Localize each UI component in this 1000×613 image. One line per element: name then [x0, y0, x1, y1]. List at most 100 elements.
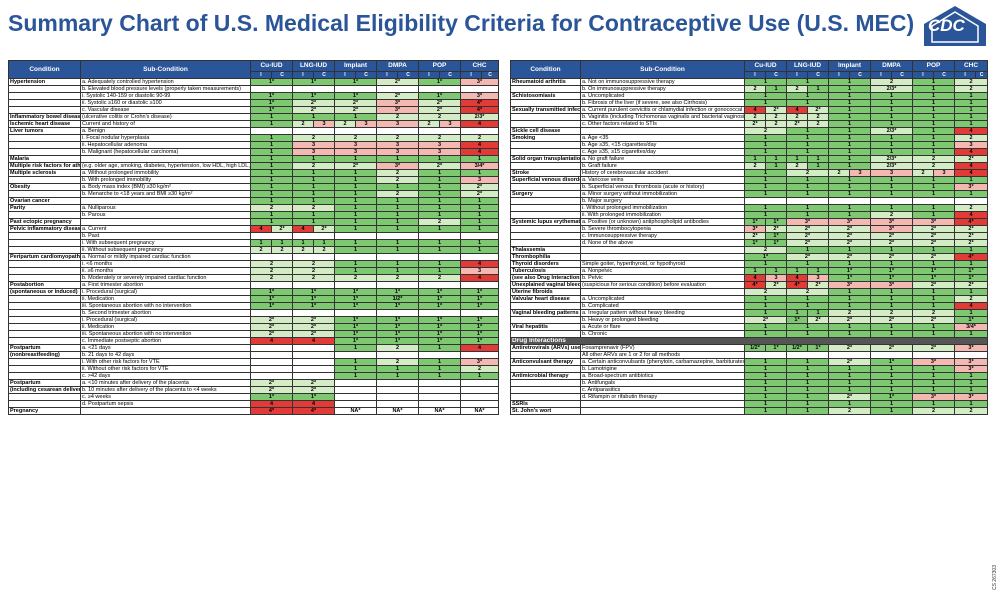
- value-cell: 1: [786, 260, 829, 268]
- subcondition-cell: [80, 407, 251, 415]
- value-cell: 3/4*: [954, 323, 989, 331]
- value-cell: 3: [849, 169, 871, 177]
- condition-cell: [8, 85, 81, 93]
- value-cell: [460, 309, 500, 317]
- value-cell: 1: [786, 323, 829, 331]
- table-row: Sexually transmitted infections (STIs)a.…: [510, 106, 989, 114]
- value-cell: 1*: [376, 323, 419, 331]
- subcondition-cell: b. Chronic: [580, 330, 745, 338]
- value-cell: 1: [744, 379, 787, 387]
- table-row: Past ectopic pregnancy 1 1 1 1 2 1: [8, 218, 500, 226]
- value-cell: 2: [417, 134, 462, 142]
- value-cell: 4*: [954, 253, 989, 261]
- table-row: i. With other risk factors for VTE 1 2 1 3*: [8, 358, 500, 366]
- header-method: POP: [417, 60, 462, 72]
- value-cell: 1: [744, 141, 787, 149]
- value-cell: 1: [334, 197, 377, 205]
- table-row: ii. Medication 1* 1* 1* 1/2* 1* 1*: [8, 295, 500, 303]
- value-cell: 1*: [460, 288, 500, 296]
- value-cell: 1*: [870, 393, 913, 401]
- table-row: Obesity a. Body mass index (BMI) ≥30 kg/m…: [8, 183, 500, 191]
- table-row: b. Fibrosis of the liver (if severe, see…: [510, 99, 989, 107]
- subcondition-cell: a. Age <35: [580, 134, 745, 142]
- table-row: b. Vaginitis (including Trichomonas vagi…: [510, 113, 989, 121]
- condition-cell: [8, 365, 81, 373]
- value-cell: 2: [334, 134, 377, 142]
- value-cell: 1: [870, 400, 913, 408]
- table-row: Postpartum a. <10 minutes after delivery …: [8, 379, 500, 387]
- value-cell: [292, 309, 335, 317]
- condition-cell: Inflammatory bowel disease: [8, 113, 81, 121]
- value-cell: 2: [376, 344, 419, 352]
- value-cell: 3: [460, 176, 500, 184]
- value-cell: 1: [744, 155, 766, 163]
- value-cell: 1: [870, 99, 913, 107]
- value-cell: 1: [828, 85, 871, 93]
- value-cell: [460, 351, 500, 359]
- value-cell: 1: [376, 246, 419, 254]
- value-cell: 4: [250, 225, 272, 233]
- value-cell: 2: [271, 246, 293, 254]
- condition-cell: (see also Drug Interactions): [510, 274, 581, 282]
- table-row: c. Immunosuppressive therapy 2* 1* 2* 2* 2* 2*…: [510, 232, 989, 240]
- value-cell: 1: [334, 211, 377, 219]
- value-cell: 1: [417, 190, 462, 198]
- value-cell: 1: [250, 120, 293, 128]
- value-cell: [250, 309, 293, 317]
- subcondition-cell: a. Uncomplicated: [580, 295, 745, 303]
- value-cell: 1: [292, 211, 335, 219]
- condition-cell: [510, 183, 581, 191]
- condition-cell: [510, 120, 581, 128]
- value-cell: 1: [460, 239, 500, 247]
- value-cell: 1: [786, 155, 808, 163]
- value-cell: [954, 197, 989, 205]
- value-cell: 1: [870, 204, 913, 212]
- header-method: CHC: [954, 60, 989, 72]
- subcondition-cell: [580, 253, 745, 261]
- value-cell: 1: [334, 344, 377, 352]
- value-cell: 1: [828, 113, 871, 121]
- value-cell: [334, 253, 377, 261]
- value-cell: 3*: [870, 225, 913, 233]
- value-cell: 1: [376, 218, 419, 226]
- subcondition-cell: Fosamprenavir (FPV): [580, 344, 745, 352]
- condition-cell: Pregnancy: [8, 407, 81, 415]
- subcondition-cell: [80, 218, 251, 226]
- value-cell: 1: [765, 162, 787, 170]
- value-cell: 1: [744, 330, 787, 338]
- value-cell: 1: [828, 141, 871, 149]
- value-cell: 3: [376, 120, 419, 128]
- value-cell: 1*: [460, 302, 500, 310]
- value-cell: 3*: [376, 106, 419, 114]
- condition-cell: [8, 330, 81, 338]
- subcondition-cell: a. Without prolonged immobility: [80, 169, 251, 177]
- value-cell: 2: [911, 155, 956, 163]
- value-cell: 1: [744, 92, 787, 100]
- subcondition-cell: d. Postpartum sepsis: [80, 400, 251, 408]
- value-cell: 1: [460, 372, 500, 380]
- table-row: All other ARVs are 1 or 2 for all method…: [510, 351, 989, 359]
- value-cell: NA*: [376, 407, 419, 415]
- header-ic: I: [870, 71, 892, 79]
- value-cell: [250, 281, 293, 289]
- section-header: Drug Interactions: [509, 337, 989, 345]
- condition-cell: Surgery: [510, 190, 581, 198]
- table-row: ii. With prolonged immobilization 1 1 1 2 1 4: [510, 211, 989, 219]
- subcondition-cell: a. Adequately controlled hypertension: [80, 78, 251, 86]
- value-cell: 1: [250, 197, 293, 205]
- value-cell: 1*: [954, 267, 989, 275]
- value-cell: 2*: [292, 330, 335, 338]
- condition-cell: [510, 386, 581, 394]
- value-cell: 2*: [313, 225, 335, 233]
- value-cell: 1: [417, 267, 462, 275]
- value-cell: 1: [954, 400, 989, 408]
- condition-cell: [8, 400, 81, 408]
- value-cell: 2*: [271, 225, 293, 233]
- subcondition-cell: b. Second trimester abortion: [80, 309, 251, 317]
- value-cell: 1: [765, 85, 787, 93]
- value-cell: 1: [828, 365, 871, 373]
- value-cell: [376, 379, 419, 387]
- value-cell: 2*: [954, 232, 989, 240]
- value-cell: 1: [376, 225, 419, 233]
- subcondition-cell: ii. With prolonged immobilization: [580, 211, 745, 219]
